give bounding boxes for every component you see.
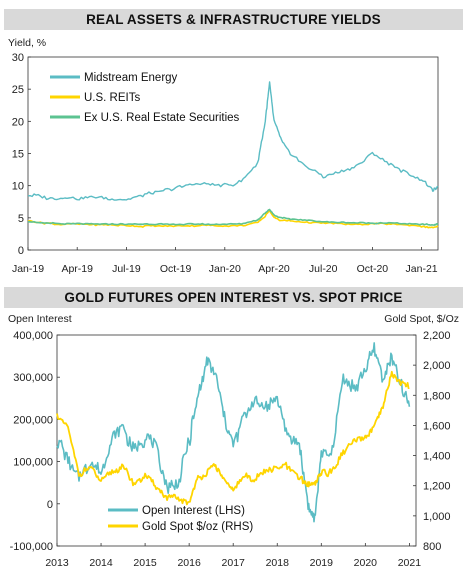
x-tick-label: Jan-19 bbox=[12, 263, 44, 275]
x-tick-label: Jul-20 bbox=[309, 263, 338, 275]
x-tick-label: 2016 bbox=[177, 557, 201, 569]
y-tick-label-right: 800 bbox=[423, 541, 441, 553]
x-tick-label: Jan-20 bbox=[209, 263, 241, 275]
legend-label-3: Ex U.S. Real Estate Securities bbox=[84, 112, 240, 124]
legend-label-2: Gold Spot $/oz (RHS) bbox=[142, 521, 253, 533]
y-tick-label: 30 bbox=[12, 52, 24, 64]
x-tick-label: Oct-20 bbox=[357, 263, 389, 275]
x-tick-label: Apr-19 bbox=[61, 263, 93, 275]
y-tick-label-right: 2,200 bbox=[423, 330, 451, 342]
legend-label-1: Open Interest (LHS) bbox=[142, 505, 245, 517]
x-tick-label: Oct-19 bbox=[160, 263, 192, 275]
y-tick-label: 0 bbox=[18, 245, 24, 257]
x-tick-label: 2018 bbox=[266, 557, 290, 569]
x-tick-label: Jul-19 bbox=[112, 263, 141, 275]
series-line-1 bbox=[27, 81, 439, 201]
y-axis-label: Yield, % bbox=[8, 37, 46, 49]
x-tick-label: 2013 bbox=[45, 557, 69, 569]
y-tick-label: 5 bbox=[18, 213, 24, 225]
legend-label-1: Midstream Energy bbox=[84, 72, 178, 84]
y-tick-label: 10 bbox=[12, 181, 24, 193]
y-tick-label-right: 1,400 bbox=[423, 451, 451, 463]
y-tick-label: 15 bbox=[12, 149, 24, 161]
x-tick-label: Apr-20 bbox=[258, 263, 290, 275]
series-line-open-interest bbox=[56, 342, 411, 523]
series-line-3 bbox=[27, 208, 439, 226]
yields-chart-title: REAL ASSETS & INFRASTRUCTURE YIELDS bbox=[4, 9, 463, 30]
x-tick-label: Jan-21 bbox=[406, 263, 438, 275]
plot-frame bbox=[56, 334, 417, 547]
y-tick-label-left: -100,000 bbox=[10, 541, 53, 553]
x-tick-label: 2015 bbox=[133, 557, 157, 569]
y-tick-label-right: 2,000 bbox=[423, 360, 451, 372]
y-tick-label: 25 bbox=[12, 84, 24, 96]
x-tick-label: 2017 bbox=[222, 557, 246, 569]
series-line-gold-spot bbox=[56, 370, 410, 506]
y-tick-label-left: 300,000 bbox=[13, 372, 53, 384]
y-axis-label-left: Open Interest bbox=[8, 313, 72, 325]
legend-label-2: U.S. REITs bbox=[84, 92, 140, 104]
y-tick-label-left: 0 bbox=[47, 499, 53, 511]
y-tick-label-right: 1,600 bbox=[423, 420, 451, 432]
x-tick-label: 2014 bbox=[89, 557, 113, 569]
x-tick-label: 2019 bbox=[310, 557, 334, 569]
y-tick-label-left: 100,000 bbox=[13, 457, 53, 469]
y-tick-label-left: 400,000 bbox=[13, 330, 53, 342]
y-tick-label-left: 200,000 bbox=[13, 414, 53, 426]
y-tick-label-right: 1,800 bbox=[423, 390, 451, 402]
y-tick-label-right: 1,200 bbox=[423, 481, 451, 493]
y-tick-label: 20 bbox=[12, 116, 24, 128]
gold-chart-title: GOLD FUTURES OPEN INTEREST VS. SPOT PRIC… bbox=[4, 287, 463, 308]
x-tick-label: 2020 bbox=[354, 557, 378, 569]
y-tick-label-right: 1,000 bbox=[423, 511, 451, 523]
x-tick-label: 2021 bbox=[398, 557, 422, 569]
y-axis-label-right: Gold Spot, $/Oz bbox=[384, 313, 459, 325]
